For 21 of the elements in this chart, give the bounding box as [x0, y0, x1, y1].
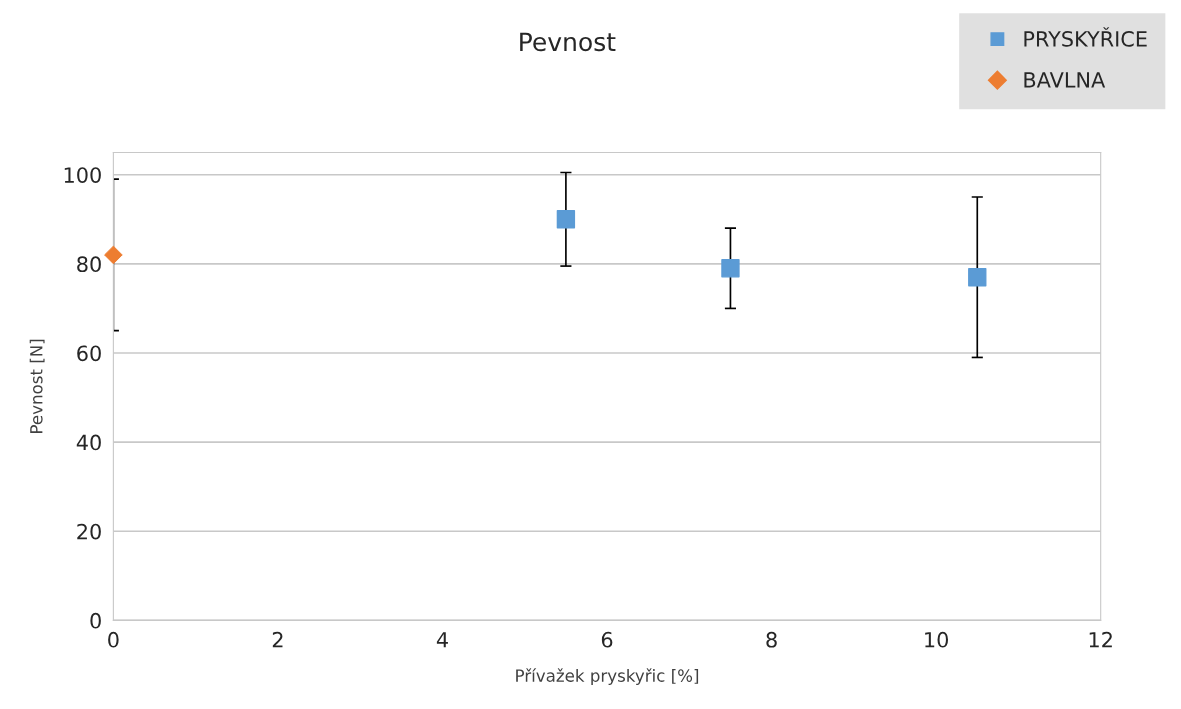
x-tick-label: 8: [766, 631, 777, 648]
y-tick-label: 80: [77, 256, 101, 273]
legend-label: PRYSKYŘICE: [1024, 27, 1147, 47]
x-tick-label: 0: [108, 631, 119, 648]
point: [556, 210, 576, 229]
y-tick-label: 0: [90, 612, 101, 629]
x-tick-label: 6: [601, 631, 613, 648]
legend-label: BAVLNA: [1024, 72, 1106, 88]
point: [721, 259, 740, 278]
chart-title: Pevnost: [520, 32, 616, 52]
y-axis-title: Pevnost [N]: [29, 339, 45, 433]
x-tick-label: 4: [436, 632, 448, 648]
x-tick-label: 10: [925, 631, 949, 648]
y-tick-label: 60: [77, 345, 101, 362]
y-tick-label: 20: [77, 523, 101, 540]
x-tick-label: 2: [272, 631, 283, 648]
x-axis-title: Přívažek pryskyřic [%]: [516, 668, 699, 686]
point: [968, 268, 987, 287]
x-tick-label: 12: [1089, 631, 1112, 648]
y-tick-label: 40: [76, 434, 101, 451]
y-tick-label: 100: [64, 167, 101, 183]
